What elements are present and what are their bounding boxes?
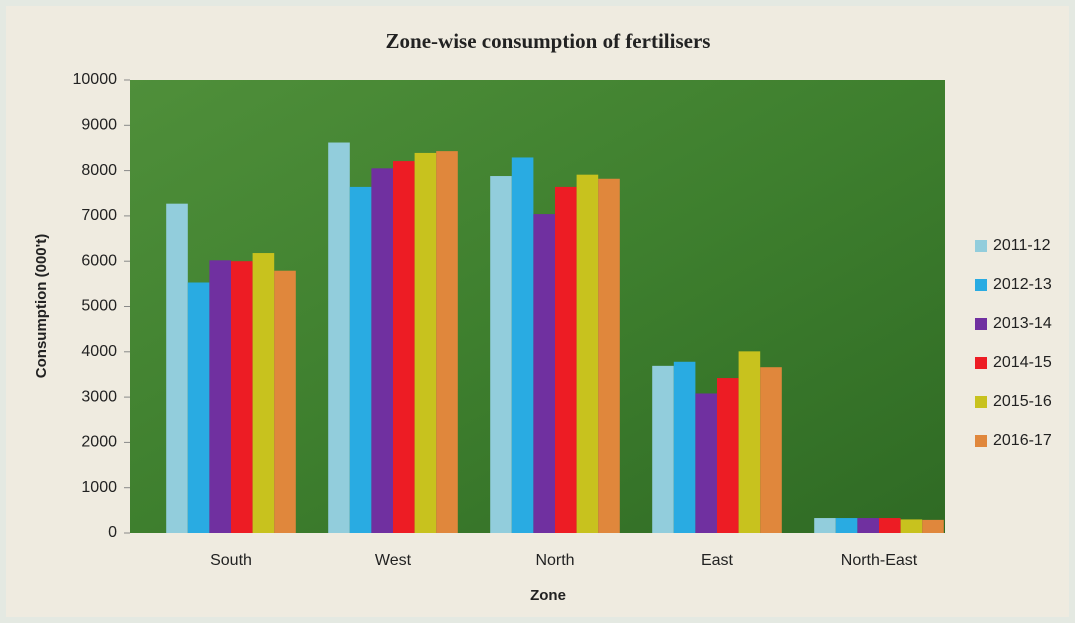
legend-label: 2016-17 xyxy=(993,432,1052,449)
bar xyxy=(760,367,782,533)
x-axis-title: Zone xyxy=(530,587,566,604)
legend-swatch xyxy=(975,357,987,369)
x-tick-label: West xyxy=(375,552,412,569)
legend-swatch xyxy=(975,435,987,447)
bar xyxy=(577,175,599,533)
y-tick-label: 10000 xyxy=(73,71,118,88)
y-tick-label: 7000 xyxy=(81,207,117,224)
page: {"chart_data": {"type": "bar", "title": … xyxy=(0,0,1075,623)
bar xyxy=(555,187,577,533)
bar xyxy=(512,157,534,533)
bar xyxy=(393,161,415,533)
y-tick-label: 3000 xyxy=(81,388,117,405)
legend-swatch xyxy=(975,240,987,252)
x-tick-label: South xyxy=(210,552,252,569)
y-tick-label: 9000 xyxy=(81,117,117,134)
y-tick-label: 4000 xyxy=(81,343,117,360)
bar xyxy=(231,261,253,533)
legend-label: 2012-13 xyxy=(993,276,1052,293)
bar xyxy=(857,518,879,533)
bar xyxy=(490,176,512,533)
bar xyxy=(717,378,739,533)
bar xyxy=(922,520,944,533)
legend-label: 2014-15 xyxy=(993,354,1052,371)
legend-label: 2011-12 xyxy=(993,237,1051,254)
chart-title: Zone-wise consumption of fertilisers xyxy=(386,29,711,53)
bar xyxy=(166,204,188,533)
x-tick-label: North xyxy=(535,552,574,569)
bar xyxy=(436,151,458,533)
legend-label: 2013-14 xyxy=(993,315,1052,332)
bar xyxy=(598,179,620,533)
x-tick-label: East xyxy=(701,552,734,569)
bar xyxy=(674,362,696,533)
bar xyxy=(901,519,923,533)
y-axis-title: Consumption (000't) xyxy=(33,234,50,378)
legend-swatch xyxy=(975,396,987,408)
legend-swatch xyxy=(975,318,987,330)
bar xyxy=(371,168,393,533)
bar xyxy=(836,518,858,533)
bar xyxy=(695,393,717,533)
bar xyxy=(274,271,296,533)
bar xyxy=(879,518,901,533)
y-tick-label: 2000 xyxy=(81,434,117,451)
bar xyxy=(739,351,761,533)
y-tick-label: 5000 xyxy=(81,298,117,315)
bar xyxy=(253,253,275,533)
bar xyxy=(209,260,231,533)
y-tick-label: 0 xyxy=(108,524,117,541)
y-tick-label: 1000 xyxy=(81,479,117,496)
legend-label: 2015-16 xyxy=(993,393,1052,410)
bar xyxy=(533,214,555,533)
chart: Zone-wise consumption of fertilisers Zon… xyxy=(0,0,1075,623)
bar xyxy=(328,143,350,533)
bar xyxy=(652,366,674,533)
y-tick-label: 8000 xyxy=(81,162,117,179)
bar xyxy=(350,187,372,533)
bar xyxy=(814,518,836,533)
legend-swatch xyxy=(975,279,987,291)
y-tick-label: 6000 xyxy=(81,252,117,269)
bar xyxy=(415,153,437,533)
bar xyxy=(188,282,210,533)
x-tick-label: North-East xyxy=(841,552,918,569)
